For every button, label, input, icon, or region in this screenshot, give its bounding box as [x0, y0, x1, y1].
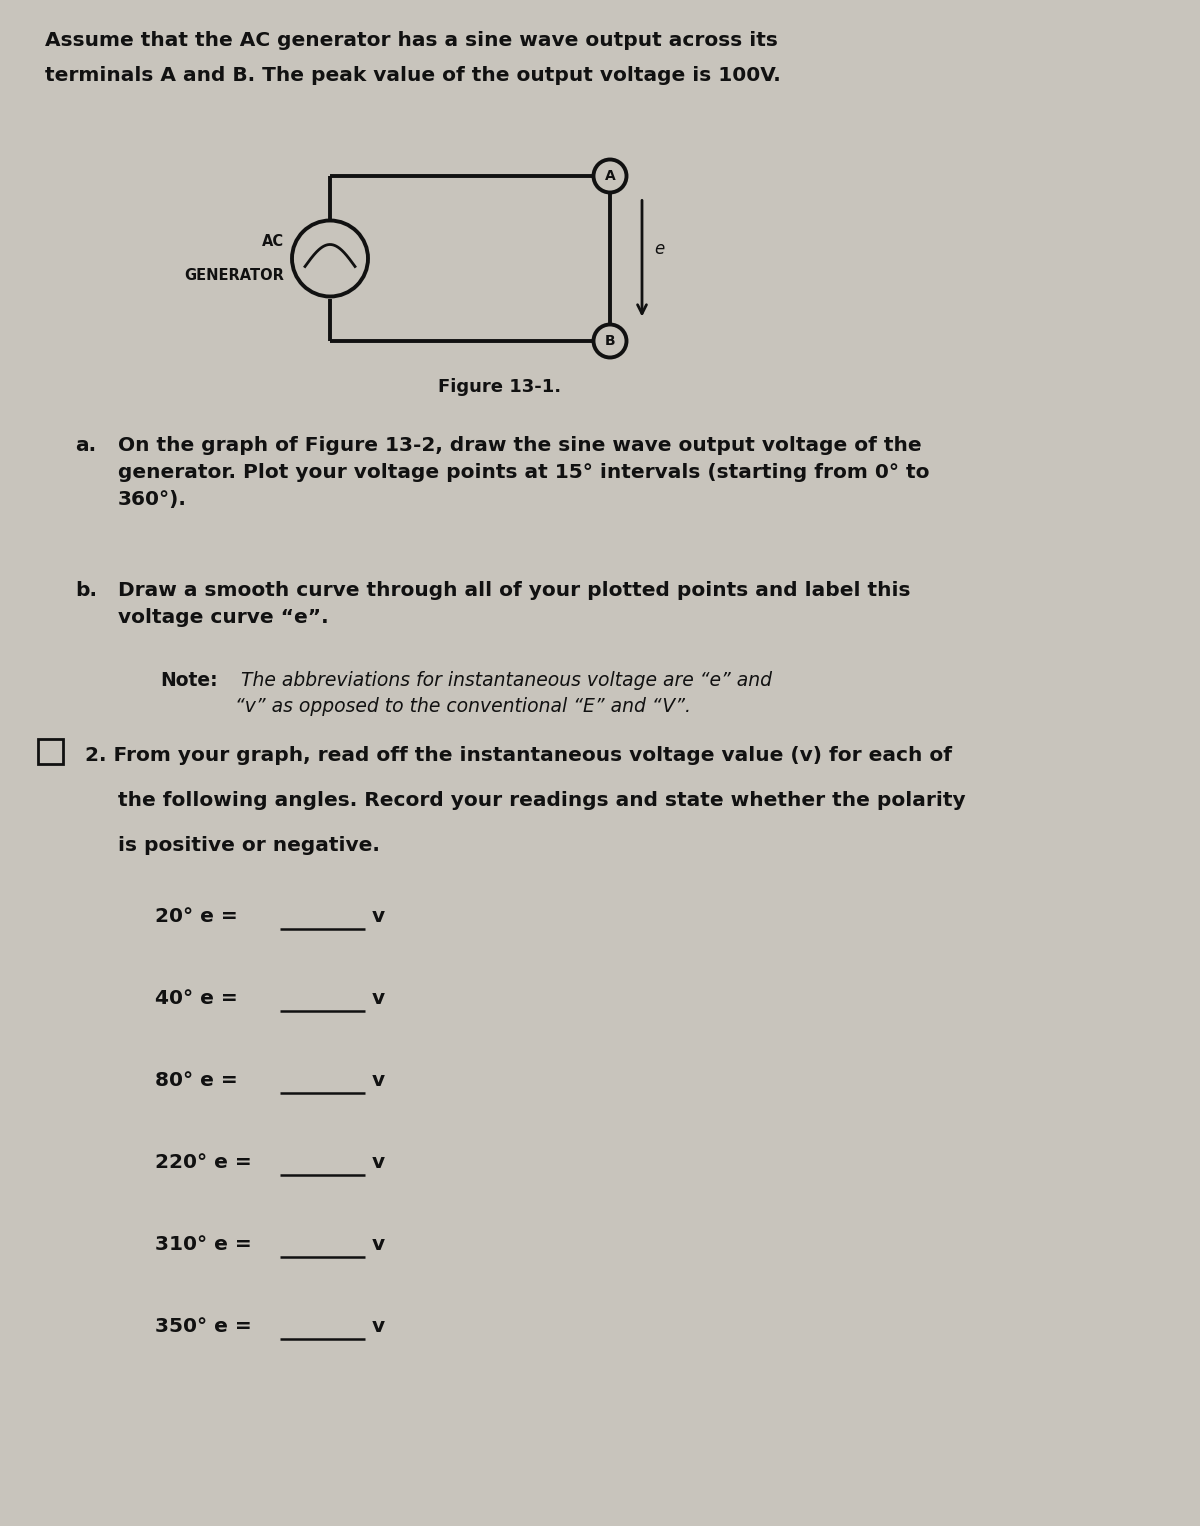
Text: 2. From your graph, read off the instantaneous voltage value (v) for each of: 2. From your graph, read off the instant… [85, 746, 952, 765]
Text: 40° e =: 40° e = [155, 989, 238, 1007]
Text: b.: b. [74, 581, 97, 600]
Circle shape [594, 325, 626, 357]
Text: Draw a smooth curve through all of your plotted points and label this
voltage cu: Draw a smooth curve through all of your … [118, 581, 911, 627]
Text: 220° e =: 220° e = [155, 1152, 252, 1172]
Circle shape [594, 160, 626, 192]
Text: v: v [372, 1071, 385, 1090]
Text: On the graph of Figure 13-2, draw the sine wave output voltage of the
generator.: On the graph of Figure 13-2, draw the si… [118, 436, 930, 510]
Text: e: e [654, 240, 665, 258]
Circle shape [292, 220, 368, 296]
Text: v: v [372, 906, 385, 925]
Text: v: v [372, 989, 385, 1007]
Text: terminals A and B. The peak value of the output voltage is 100V.: terminals A and B. The peak value of the… [46, 66, 781, 85]
Text: v: v [372, 1235, 385, 1253]
Text: 80° e =: 80° e = [155, 1071, 238, 1090]
Text: The abbreviations for instantaneous voltage are “e” and
“v” as opposed to the co: The abbreviations for instantaneous volt… [235, 671, 772, 717]
Text: the following angles. Record your readings and state whether the polarity: the following angles. Record your readin… [118, 790, 966, 810]
Text: Assume that the AC generator has a sine wave output across its: Assume that the AC generator has a sine … [46, 31, 778, 50]
Bar [38, 739, 64, 765]
Text: GENERATOR: GENERATOR [184, 267, 284, 282]
Text: A: A [605, 169, 616, 183]
Text: 20° e =: 20° e = [155, 906, 238, 925]
Text: Figure 13-1.: Figure 13-1. [438, 378, 562, 397]
Text: a.: a. [74, 436, 96, 455]
Text: AC: AC [262, 235, 284, 249]
Text: Note:: Note: [160, 671, 217, 690]
Text: v: v [372, 1152, 385, 1172]
Text: v: v [372, 1317, 385, 1335]
Text: B: B [605, 334, 616, 348]
Text: 310° e =: 310° e = [155, 1235, 252, 1253]
Text: is positive or negative.: is positive or negative. [118, 836, 380, 855]
Text: 350° e =: 350° e = [155, 1317, 252, 1335]
